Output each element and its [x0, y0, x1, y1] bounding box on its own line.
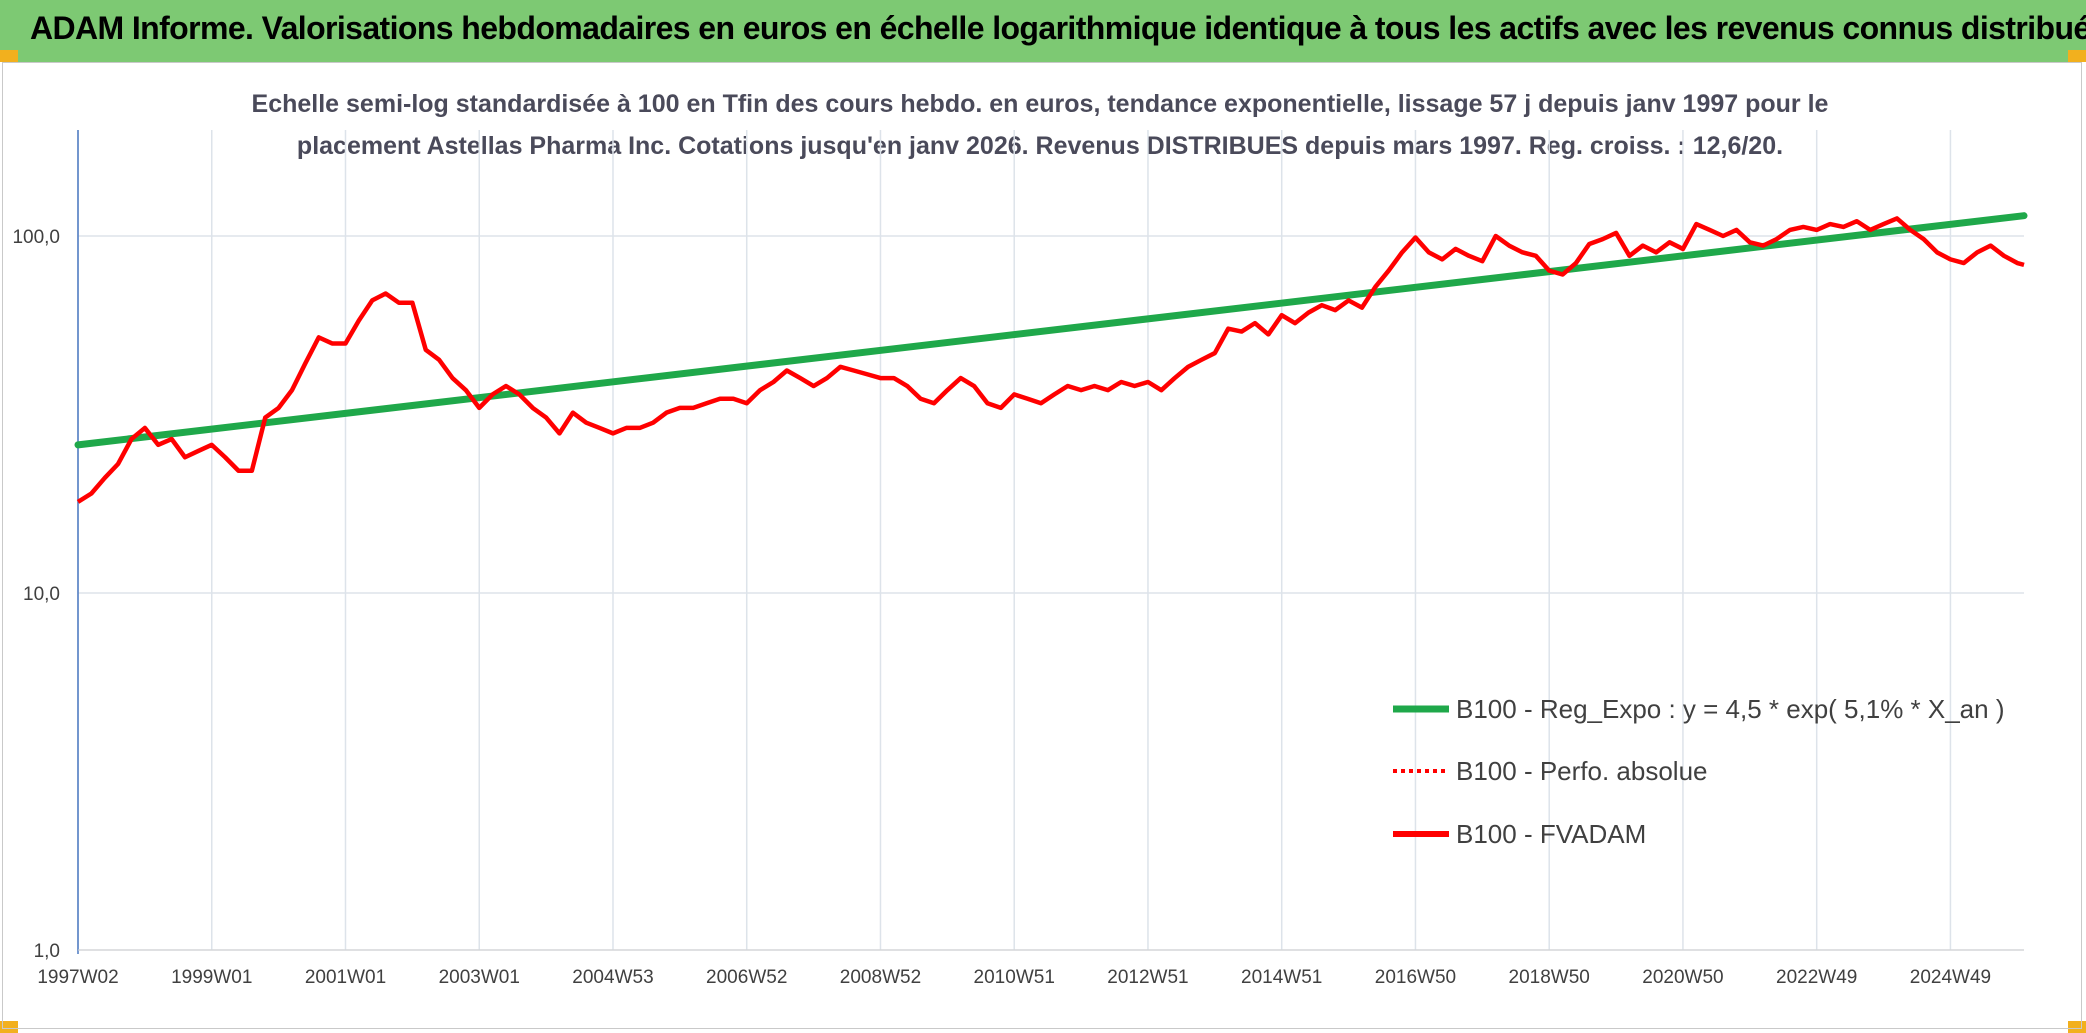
x-tick-label: 2001W01	[305, 967, 386, 988]
x-tick-label: 2022W49	[1776, 967, 1857, 988]
x-tick-label: 2020W50	[1642, 967, 1723, 988]
x-tick-label: 2018W50	[1509, 967, 1590, 988]
x-tick-label: 2024W49	[1910, 967, 1991, 988]
corner-marker	[2068, 50, 2086, 62]
corner-marker	[0, 50, 18, 62]
x-tick-label: 2016W50	[1375, 967, 1456, 988]
corner-marker	[0, 1021, 18, 1033]
header-bar	[0, 0, 2086, 62]
x-tick-label: 2006W52	[706, 967, 787, 988]
x-tick-label: 1999W01	[171, 967, 252, 988]
x-tick-label: 1997W02	[37, 967, 118, 988]
chart-title-line-1: Echelle semi-log standardisée à 100 en T…	[251, 90, 1829, 118]
x-tick-label: 2010W51	[974, 967, 1055, 988]
series-line-regression	[74, 212, 2028, 449]
series-line-fvadam	[76, 216, 2025, 504]
y-tick-label: 100,0	[12, 227, 60, 248]
legend-label-regression: B100 - Reg_Expo : y = 4,5 * exp( 5,1% * …	[1456, 694, 2005, 724]
y-tick-label: 1,0	[34, 941, 60, 962]
y-tick-label: 10,0	[23, 584, 60, 605]
x-tick-label: 2008W52	[840, 967, 921, 988]
x-tick-label: 2014W51	[1241, 967, 1322, 988]
legend-label-fvadam: B100 - FVADAM	[1456, 819, 1646, 849]
legend-label-perfo: B100 - Perfo. absolue	[1456, 756, 1708, 786]
x-tick-label: 2003W01	[439, 967, 520, 988]
chart-frame	[2, 62, 2082, 1029]
page-title: ADAM Informe. Valorisations hebdomadaire…	[30, 10, 2086, 46]
x-tick-label: 2012W51	[1107, 967, 1188, 988]
chart-title-line-2: placement Astellas Pharma Inc. Cotations…	[296, 132, 1784, 160]
x-tick-label: 2004W53	[572, 967, 653, 988]
